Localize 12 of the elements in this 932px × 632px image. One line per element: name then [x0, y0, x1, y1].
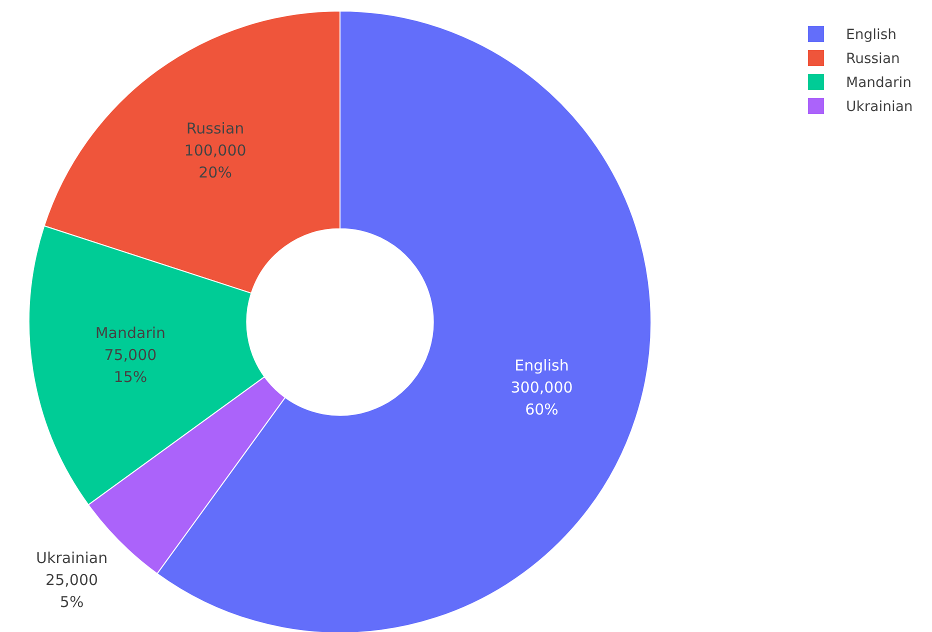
data-label: 300,000 60%: [510, 378, 573, 419]
legend-label: Russian: [846, 51, 900, 67]
legend-label: Mandarin: [846, 75, 912, 91]
slice-label: English: [514, 356, 569, 375]
slice-label: Mandarin: [95, 324, 166, 342]
data-label: 100,000 20%: [184, 141, 246, 182]
data-label: 75,000 15%: [104, 346, 157, 386]
legend-label: English: [846, 27, 897, 43]
legend-label: Ukrainian: [846, 99, 913, 115]
slice-label: Ukrainian: [36, 549, 108, 568]
slice-label: Russian: [186, 119, 244, 138]
data-label: 25,000 5%: [46, 571, 98, 612]
